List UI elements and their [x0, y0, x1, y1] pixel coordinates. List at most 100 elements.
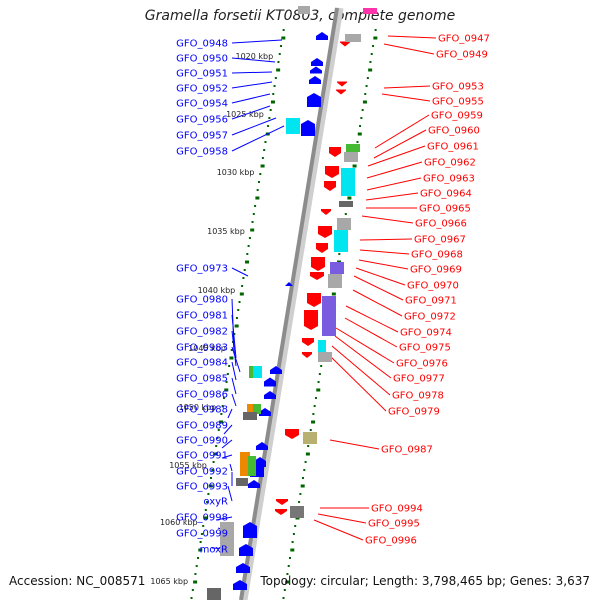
left-rail-tick [197, 557, 200, 559]
right-rail-tick [331, 292, 336, 296]
left-rail-tick [233, 333, 236, 335]
right-gene-label: GFO_0987 [381, 445, 433, 456]
right-rail-tick [374, 29, 377, 31]
reverse-gene-arrow [285, 429, 299, 439]
reverse-gene-arrow [302, 352, 312, 358]
right-rail-tick [356, 141, 359, 143]
cds-block [345, 34, 361, 42]
left-connector-line [231, 361, 237, 381]
cds-block [330, 262, 344, 274]
right-rail-tick [364, 93, 367, 95]
cds-block [334, 230, 348, 252]
right-gene-label: GFO_0976 [396, 359, 448, 370]
kbp-tick-label: 1030 kbp [217, 168, 255, 177]
right-rail-tick [344, 213, 347, 215]
left-rail-tick [219, 420, 224, 424]
left-connector-line [231, 39, 283, 44]
forward-gene-arrow [259, 408, 271, 416]
right-connector-line [366, 177, 422, 191]
left-gene-label: GFO_0992 [176, 467, 228, 478]
reverse-gene-arrow [275, 509, 287, 515]
reverse-gene-arrow [321, 209, 331, 215]
left-gene-label: GFO_0984 [176, 358, 228, 369]
left-gene-label: GFO_0983 [176, 343, 228, 354]
left-rail-tick [250, 228, 255, 232]
forward-gene-arrow [248, 480, 260, 488]
left-gene-label: GFO_0993 [176, 482, 228, 493]
right-connector-line [374, 114, 430, 149]
left-connector-line [231, 314, 237, 359]
right-gene-label: GFO_0962 [424, 158, 476, 169]
reverse-gene-arrow [318, 226, 332, 238]
right-rail-tick [314, 397, 317, 399]
left-rail-tick [229, 356, 234, 360]
right-rail-tick [317, 381, 320, 383]
left-rail-tick [274, 77, 277, 79]
right-gene-label: GFO_0961 [427, 142, 479, 153]
gene-features [207, 6, 377, 600]
cds-block [247, 404, 255, 414]
forward-gene-arrow [243, 522, 257, 538]
cds-block [337, 218, 351, 230]
right-rail-tick [292, 533, 295, 535]
genome-backbone-shadow [240, 7, 344, 600]
kbp-tick-label: 1060 kbp [160, 518, 198, 527]
left-gene-label: moxR [200, 545, 228, 556]
right-rail-tick [365, 85, 368, 87]
left-rail-tick [207, 493, 210, 495]
left-rail-tick [255, 196, 260, 200]
left-rail-tick [195, 565, 198, 567]
reverse-gene-arrow [340, 41, 350, 47]
left-rail-tick [209, 477, 212, 479]
accession-label: Accession: NC_008571 [9, 574, 146, 588]
right-connector-line [345, 305, 399, 333]
right-connector-line [381, 93, 431, 102]
left-rail-tick [225, 381, 228, 383]
left-gene-label: GFO_0954 [176, 99, 228, 110]
left-rail-tick [237, 309, 240, 311]
kbp-tick-label: 1035 kbp [207, 227, 245, 236]
cds-block [344, 152, 358, 162]
left-connector-line [223, 424, 233, 435]
map-title: Gramella forsetii KT0803, complete genom… [144, 8, 456, 24]
right-gene-label: GFO_0975 [399, 343, 451, 354]
right-gene-label: GFO_0965 [419, 204, 471, 215]
cds-block [298, 6, 310, 14]
right-rail-tick [320, 365, 323, 367]
right-rail-tick [362, 100, 367, 104]
reverse-gene-arrow [307, 293, 321, 307]
reverse-gene-arrow [276, 499, 288, 505]
kbp-tick-label: 1050 kbp [179, 403, 217, 412]
forward-gene-arrow [239, 544, 253, 556]
right-gene-label: GFO_0972 [404, 312, 456, 323]
right-connector-line [373, 129, 427, 159]
kbp-tick-label: 1065 kbp [150, 577, 188, 586]
cds-block [341, 168, 355, 196]
right-connector-line [383, 43, 435, 55]
cds-block [328, 274, 342, 288]
left-rail-tick [242, 277, 245, 279]
left-rail-tick [194, 573, 197, 575]
cds-block [248, 456, 256, 476]
right-gene-label: GFO_0953 [432, 82, 484, 93]
right-gene-label: GFO_0978 [392, 391, 444, 402]
right-connector-line [313, 519, 364, 541]
right-connector-line [353, 275, 404, 301]
forward-gene-arrow [307, 93, 321, 107]
reverse-gene-arrow [302, 338, 314, 346]
right-connector-line [335, 327, 395, 364]
left-gene-label: GFO_0989 [176, 421, 228, 432]
right-connector-line [317, 513, 367, 524]
left-rail-tick [191, 589, 194, 591]
right-rail-tick [311, 420, 316, 424]
right-connector-line [329, 439, 380, 450]
right-rail-tick [298, 501, 301, 503]
right-rail-tick [361, 109, 364, 111]
right-gene-label: GFO_0967 [414, 235, 466, 246]
cds-block [290, 506, 304, 518]
forward-gene-arrow [285, 282, 293, 286]
right-rail-tick [347, 196, 352, 200]
cds-block [322, 296, 336, 336]
cds-block [346, 144, 360, 152]
cds-block [318, 340, 326, 352]
